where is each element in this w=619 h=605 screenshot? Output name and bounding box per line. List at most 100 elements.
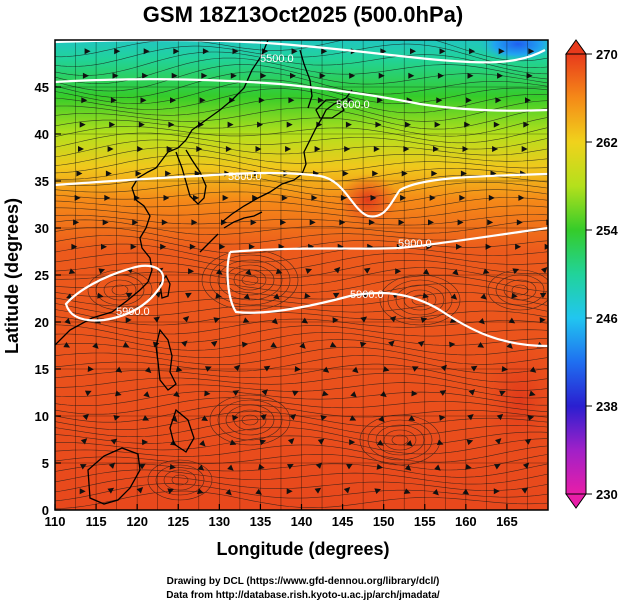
wind-arrow <box>97 292 104 299</box>
wind-arrowhead <box>495 97 502 104</box>
wind-arrow <box>73 219 80 226</box>
streamline-swirl <box>209 394 291 446</box>
y-axis: 0 5 10 15 20 25 30 35 40 45 <box>35 80 61 518</box>
wind-arrow <box>432 489 439 496</box>
wind-arrow <box>347 97 354 104</box>
wind-arrow <box>122 341 130 348</box>
wind-arrow <box>250 219 257 226</box>
wind-arrow <box>289 413 297 421</box>
wind-arrow <box>450 293 458 300</box>
wind-arrowhead <box>496 413 504 421</box>
wind-arrowhead <box>169 463 176 470</box>
wind-arrow <box>374 488 382 495</box>
wind-arrowhead <box>467 414 474 421</box>
wind-arrow <box>288 97 295 104</box>
wind-arrowhead <box>304 292 311 299</box>
wind-arrowhead <box>550 171 556 177</box>
wind-arrow <box>539 317 546 324</box>
wind-arrowhead <box>219 243 226 250</box>
wind-arrow <box>439 414 446 421</box>
wind-arrowhead <box>439 414 446 421</box>
wind-arrow <box>420 317 428 323</box>
y-tick-label: 25 <box>35 268 49 283</box>
wind-arrow <box>84 48 91 55</box>
wind-arrowhead <box>465 463 472 470</box>
wind-arrowhead <box>136 486 144 494</box>
wind-arrow <box>258 463 265 470</box>
wind-arrowhead <box>521 487 529 494</box>
wind-arrow <box>304 292 311 299</box>
wind-arrow <box>169 463 176 470</box>
wind-arrowhead <box>142 72 149 79</box>
wind-arrow <box>408 72 415 79</box>
streamline-swirl <box>359 414 441 466</box>
wind-arrowhead <box>273 293 280 300</box>
wind-arrowhead <box>527 414 535 421</box>
wind-arrow <box>225 489 232 496</box>
wind-arrowhead <box>104 194 111 201</box>
wind-arrow <box>202 48 209 55</box>
wind-arrow <box>105 170 112 177</box>
wind-arrow <box>529 390 536 397</box>
wind-arrowhead <box>68 268 76 275</box>
wind-arrow <box>518 194 525 201</box>
wind-arrowhead <box>222 194 229 201</box>
wind-arrowhead <box>314 146 321 152</box>
wind-arrowhead <box>140 97 147 104</box>
wind-arrowhead <box>109 121 116 128</box>
wind-arrow <box>539 292 547 299</box>
wind-arrowhead <box>270 342 278 348</box>
wind-arrow <box>259 439 267 446</box>
wind-arrowhead <box>132 219 139 226</box>
wind-arrow <box>528 48 535 55</box>
wind-arrowhead <box>82 72 89 79</box>
wind-arrowhead <box>478 317 485 325</box>
wind-arrowhead <box>64 317 71 325</box>
colorbar-tick-label: 238 <box>596 399 618 414</box>
x-tick-label: 145 <box>332 514 354 529</box>
wind-arrowhead <box>551 485 559 493</box>
wind-arrow <box>191 219 198 226</box>
streamline-swirl <box>241 414 259 426</box>
wind-arrow <box>153 316 160 323</box>
wind-arrowhead <box>467 72 474 79</box>
y-tick-label: 0 <box>42 503 49 518</box>
wind-arrow <box>434 121 441 128</box>
wind-arrow <box>342 170 349 177</box>
wind-arrow <box>375 121 382 128</box>
streamline-swirl <box>163 469 197 491</box>
wind-arrowhead <box>78 146 84 152</box>
wind-arrow <box>260 72 267 79</box>
wind-arrow <box>377 97 384 104</box>
wind-arrow <box>515 243 522 250</box>
wind-arrow <box>215 292 222 299</box>
wind-arrowhead <box>388 340 395 347</box>
wind-arrow <box>311 194 318 201</box>
colorbar-min-arrow <box>565 493 587 509</box>
wind-arrow <box>263 365 271 372</box>
wind-arrow <box>171 415 178 423</box>
wind-arrowhead <box>280 219 287 226</box>
wind-arrow <box>557 415 565 423</box>
wind-arrow <box>333 266 341 274</box>
wind-arrowhead <box>170 97 176 104</box>
coast-sakhalin <box>299 49 313 109</box>
wind-arrow <box>548 195 554 201</box>
wind-arrow <box>377 439 384 446</box>
wind-arrow <box>467 72 474 79</box>
wind-arrowhead <box>450 293 458 300</box>
wind-arrow <box>286 121 293 128</box>
wind-arrow <box>553 461 561 469</box>
wind-arrowhead <box>406 440 413 447</box>
wind-arrowhead <box>345 121 352 128</box>
wind-arrowhead <box>232 48 239 55</box>
contour-5900-a <box>229 226 548 254</box>
wind-arrow <box>193 194 199 201</box>
wind-arrowhead <box>92 342 99 349</box>
wind-arrow <box>112 72 119 79</box>
wind-arrowhead <box>74 194 81 201</box>
wind-arrowhead <box>410 48 416 55</box>
wind-arrow <box>213 317 221 323</box>
x-tick-label: 155 <box>414 514 436 529</box>
